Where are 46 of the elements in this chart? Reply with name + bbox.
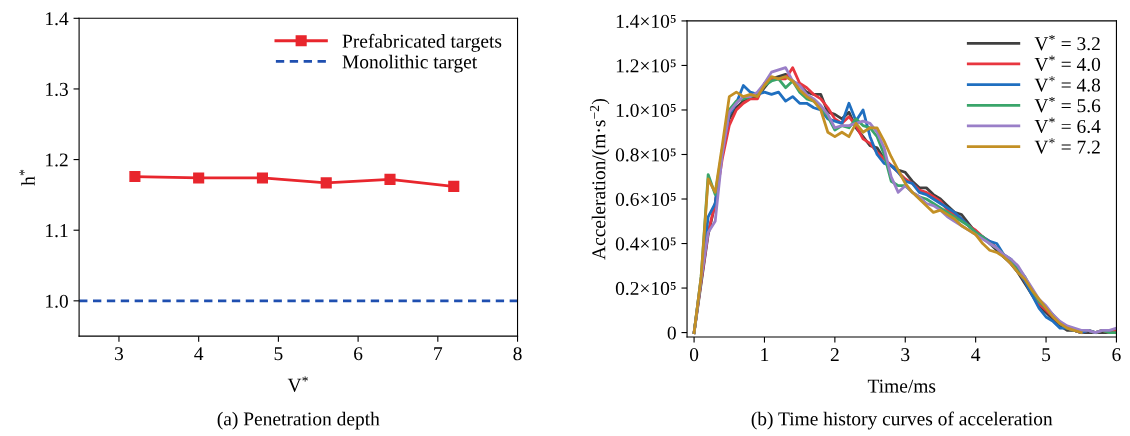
y-tick-label: 0 [667, 326, 676, 340]
legend-label: V$^{*}$ = 4.8 [1034, 76, 1101, 92]
x-tick-label: 3 [115, 347, 124, 361]
x-tick-label: 5 [274, 347, 283, 361]
x-tick-label: 0 [689, 348, 699, 362]
legend-label: V$^{*}$ = 7.2 [1034, 138, 1100, 154]
y-tick-label: 1.4×10⁵ [616, 14, 676, 28]
x-tick-label: 6 [1112, 348, 1121, 362]
point [129, 170, 141, 183]
legend-label: V$^{*}$ = 6.4 [1034, 117, 1101, 134]
legend-label: V$^{*}$ = 3.2 [1034, 34, 1100, 51]
x-axis-title: Time/ms [867, 379, 936, 393]
legend-label: V$^{*}$ = 5.6 [1034, 96, 1101, 113]
x-tick-label: 5 [1042, 348, 1051, 362]
y-tick-label: 1.3 [46, 82, 68, 96]
y-tick-label: 0.6×10⁵ [615, 192, 676, 207]
x-tick-label: 8 [513, 347, 522, 361]
y-tick-label: 1.4 [46, 12, 69, 26]
y-tick-label: 1.2×10⁵ [616, 59, 676, 73]
point [320, 177, 332, 189]
point [384, 173, 396, 185]
text: (a) Penetration depth [217, 411, 380, 430]
x-tick-label: 7 [434, 347, 443, 361]
text: (b) Time history curves of acceleration [751, 411, 1053, 430]
legend-label: Prefabricated targets [342, 33, 502, 52]
x-tick-label: 3 [901, 348, 910, 362]
y-tick-label: 1.0 [46, 294, 68, 308]
y-tick-label: 1.2 [46, 153, 68, 167]
y-axis-title: Acceleration/(m·s$^{−2}$) [589, 98, 610, 260]
legend-label: Monolithic target [342, 54, 478, 73]
x-tick-label: 4 [194, 347, 204, 361]
x-tick-label: 2 [830, 348, 839, 361]
y-tick-label: 1.1 [46, 224, 68, 238]
y-tick-label: 0.4×10⁵ [615, 237, 676, 251]
x-tick-label: 6 [354, 347, 363, 361]
y-tick-label: 0.2×10⁵ [615, 281, 676, 296]
point [448, 180, 460, 192]
x-tick-label: 4 [971, 348, 981, 361]
y-tick-label: 1.0×10⁵ [616, 103, 676, 117]
y-axis-title: h$^{*}$ [19, 169, 35, 186]
point [193, 172, 205, 184]
x-axis-title: V$^{*}$ [287, 376, 308, 392]
point [256, 172, 269, 184]
legend-label: V$^{*}$ = 4.0 [1034, 55, 1101, 72]
x-tick-label: 1 [761, 348, 769, 361]
y-tick-label: 0.8×10⁵ [615, 148, 676, 162]
